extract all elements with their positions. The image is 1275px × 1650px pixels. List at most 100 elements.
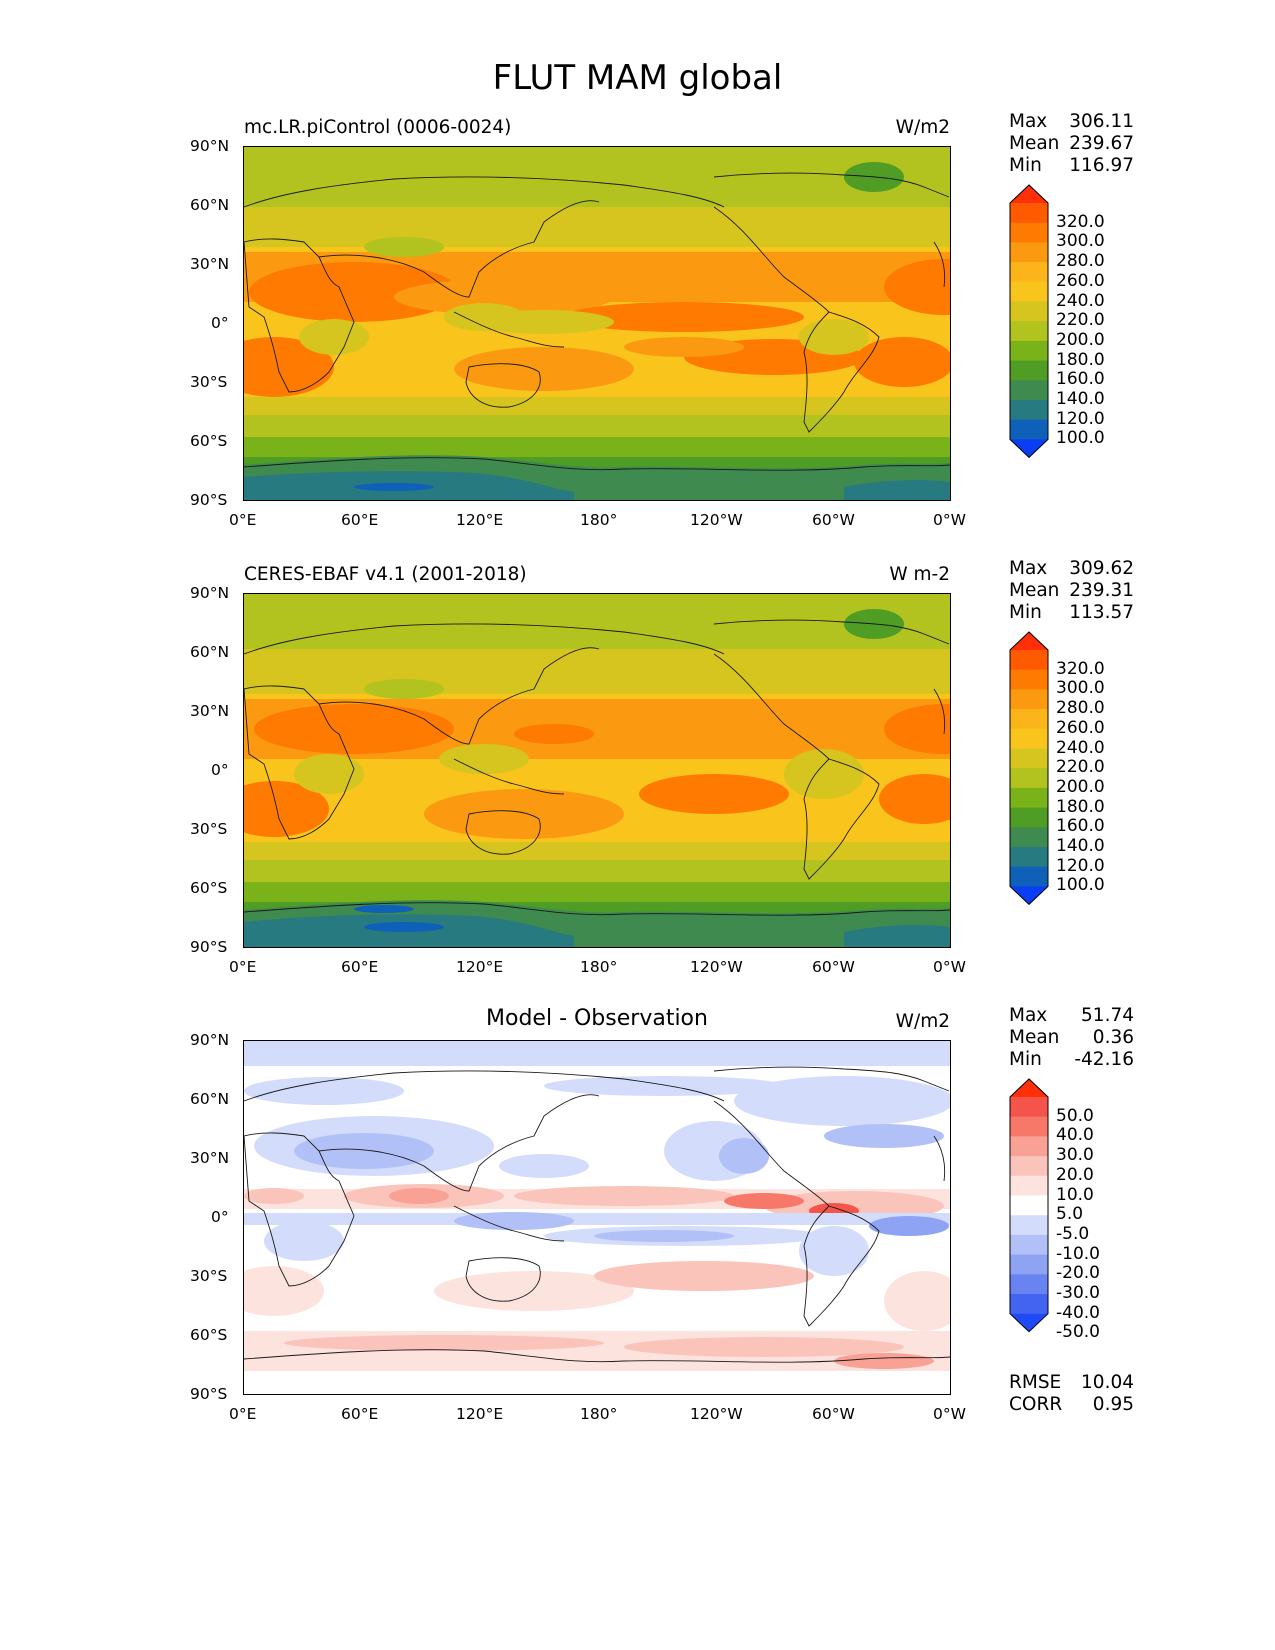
colorbar-tick-label: 120.0 xyxy=(1056,855,1105,876)
colorbar-tick-label: -10.0 xyxy=(1056,1243,1100,1264)
colorbar-segment xyxy=(1010,728,1048,749)
lat-tick: 0° xyxy=(211,314,229,332)
lon-tick: 120°W xyxy=(690,1405,743,1423)
stat-label: Mean xyxy=(1009,133,1060,154)
colorbar-segment xyxy=(1010,262,1048,283)
colorbar-tick-label: -50.0 xyxy=(1056,1322,1100,1343)
colorbar-segment xyxy=(1010,709,1048,730)
colorbar-tick-label: 5.0 xyxy=(1056,1204,1084,1225)
stats-box: Max 306.11 Mean 239.67 Min 116.97 xyxy=(1009,111,1134,177)
lon-tick: 60°E xyxy=(341,958,379,976)
stat-label: Min xyxy=(1009,1049,1042,1070)
colorbar-segment xyxy=(1010,1294,1048,1315)
lon-tick: 60°E xyxy=(341,1405,379,1423)
colorbar-tick-label: 160.0 xyxy=(1056,369,1105,390)
lat-tick: 30°N xyxy=(190,1149,230,1167)
colorbar-tick-label: 100.0 xyxy=(1056,428,1105,449)
difference-field-map xyxy=(243,1040,951,1395)
colorbar-tick-label: 300.0 xyxy=(1056,678,1105,699)
lat-tick: 30°S xyxy=(190,1267,228,1285)
colorbar-tick-label: 140.0 xyxy=(1056,389,1105,409)
colorbar-tick-label: 100.0 xyxy=(1056,875,1105,896)
colorbar-tick-label: 300.0 xyxy=(1056,231,1105,252)
colorbar-segment xyxy=(1010,419,1048,440)
colorbar-graphic xyxy=(1009,1078,1049,1333)
lat-tick: 60°S xyxy=(190,432,228,450)
panel-units: W m-2 xyxy=(889,564,950,585)
stat-label: Min xyxy=(1009,602,1042,623)
stat-max: 51.74 xyxy=(1081,1005,1134,1026)
colorbar-tick-label: 160.0 xyxy=(1056,816,1105,837)
lon-tick: 60°W xyxy=(812,1405,855,1423)
lat-tick: 60°S xyxy=(190,879,228,897)
colorbar-tick-label: 320.0 xyxy=(1056,211,1105,232)
lon-tick: 60°E xyxy=(341,511,379,529)
stat-label: Max xyxy=(1009,558,1048,579)
lat-tick: 60°N xyxy=(190,1090,230,1108)
colorbar-segment xyxy=(1010,281,1048,302)
observation-field-map xyxy=(243,593,951,948)
metric-label: RMSE xyxy=(1009,1372,1062,1393)
colorbar-tick-label: 240.0 xyxy=(1056,290,1105,311)
colorbar-tick-label: -40.0 xyxy=(1056,1302,1100,1323)
stat-mean: 239.31 xyxy=(1069,580,1134,601)
lon-tick: 0°E xyxy=(229,511,257,529)
colorbar-graphic xyxy=(1009,184,1049,459)
stat-mean: 239.67 xyxy=(1069,133,1134,154)
colorbar-segment xyxy=(1010,340,1048,362)
colorbar-segment xyxy=(1010,768,1048,789)
colorbar-extend-min xyxy=(1010,439,1048,458)
colorbar-segment xyxy=(1010,787,1048,809)
colorbar-tick-label: 320.0 xyxy=(1056,658,1105,679)
model-field-map xyxy=(243,146,951,501)
colorbar-segment xyxy=(1010,866,1048,887)
colorbar-tick-label: -30.0 xyxy=(1056,1283,1100,1303)
lon-tick: 60°W xyxy=(812,511,855,529)
stat-label: Mean xyxy=(1009,1027,1060,1048)
lat-tick: 30°S xyxy=(190,373,228,391)
colorbar-extend-min xyxy=(1010,886,1048,905)
panel-title: Model - Observation xyxy=(486,1006,708,1031)
colorbar-segment xyxy=(1010,689,1048,710)
colorbar-segment xyxy=(1010,1274,1048,1295)
colorbar-segment xyxy=(1010,321,1048,342)
colorbar-segment xyxy=(1010,748,1048,769)
colorbar-segment xyxy=(1010,1136,1048,1157)
lat-tick: 60°S xyxy=(190,1326,228,1344)
lat-tick: 90°N xyxy=(190,1031,230,1049)
colorbar-segment xyxy=(1010,400,1048,421)
stat-mean: 0.36 xyxy=(1092,1027,1134,1048)
lat-tick: 90°S xyxy=(190,491,228,509)
lat-tick: 90°S xyxy=(190,1385,228,1403)
colorbar-segment xyxy=(1010,847,1048,868)
lon-tick: 120°E xyxy=(456,958,504,976)
lat-tick: 30°N xyxy=(190,702,230,720)
colorbar-graphic xyxy=(1009,631,1049,906)
colorbar-tick-label: 140.0 xyxy=(1056,836,1105,856)
colorbar-tick-label: -20.0 xyxy=(1056,1263,1100,1284)
lon-tick: 180° xyxy=(580,1405,618,1423)
panel-units: W/m2 xyxy=(895,1011,950,1032)
colorbar-tick-label: 260.0 xyxy=(1056,270,1105,291)
colorbar-extend-min xyxy=(1010,1313,1048,1332)
rmse-value: 10.04 xyxy=(1081,1372,1134,1393)
colorbar-extend-max xyxy=(1010,185,1048,203)
colorbar-segment xyxy=(1010,301,1048,322)
colorbar-segment xyxy=(1010,650,1048,671)
stat-max: 309.62 xyxy=(1069,558,1134,579)
colorbar-tick-label: 20.0 xyxy=(1056,1164,1094,1185)
lon-tick: 0°W xyxy=(933,958,966,976)
lon-tick: 0°W xyxy=(933,511,966,529)
colorbar-segment xyxy=(1010,222,1048,243)
lon-tick: 0°E xyxy=(229,1405,257,1423)
lon-tick: 120°E xyxy=(456,1405,504,1423)
colorbar-tick-label: 120.0 xyxy=(1056,408,1105,429)
panel-title: mc.LR.piControl (0006-0024) xyxy=(244,117,512,138)
colorbar-tick-label: 10.0 xyxy=(1056,1184,1094,1205)
lat-tick: 30°N xyxy=(190,255,230,273)
colorbar-segment xyxy=(1010,380,1048,401)
stat-min: 113.57 xyxy=(1069,602,1134,623)
colorbar-tick-label: 260.0 xyxy=(1056,717,1105,738)
colorbar-segment xyxy=(1010,242,1048,263)
metric-label: CORR xyxy=(1009,1394,1063,1415)
